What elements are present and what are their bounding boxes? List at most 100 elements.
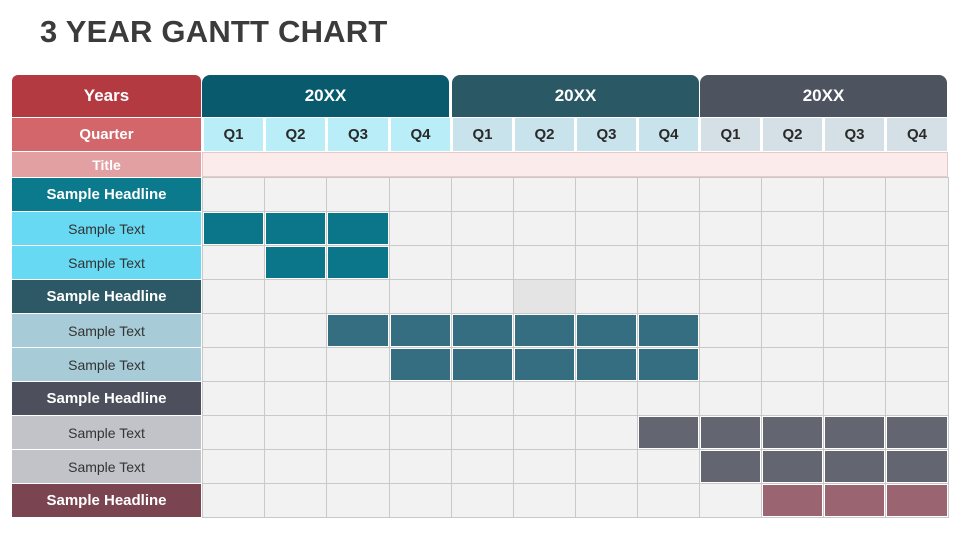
grid-cell: [699, 381, 762, 416]
grid-cell: [389, 177, 452, 212]
grid-cell: [823, 279, 886, 314]
grid-cell: [202, 381, 265, 416]
year-header: 20XX: [202, 75, 449, 117]
grid-cell: [389, 381, 452, 416]
grid-cell: [885, 245, 949, 280]
grid-cell: [264, 449, 327, 484]
year-header: 20XX: [452, 75, 699, 117]
grid-cell: [575, 177, 638, 212]
grid-cell: [637, 381, 700, 416]
grid-cell: [389, 211, 452, 246]
grid-cell: [264, 483, 327, 518]
gantt-bar: [638, 348, 699, 381]
grid-cell: [637, 177, 700, 212]
grid-cell: [513, 449, 576, 484]
grid-cell: [326, 381, 390, 416]
grid-cell: [326, 177, 390, 212]
grid-cell: [451, 415, 514, 450]
grid-cell: [761, 347, 824, 382]
grid-cell: [761, 245, 824, 280]
grid-cell: [885, 313, 949, 348]
grid-cell: [575, 483, 638, 518]
gantt-bar: [700, 450, 761, 483]
grid-cell: [264, 313, 327, 348]
grid-cell: [202, 449, 265, 484]
quarter-cell: Q1: [203, 118, 263, 151]
gantt-bar: [700, 416, 761, 449]
grid-cell: [637, 483, 700, 518]
gantt-bar: [265, 246, 326, 279]
row-label: Sample Text: [12, 449, 201, 483]
grid-cell: [637, 245, 700, 280]
quarter-cell: Q4: [390, 118, 450, 151]
grid-cell: [761, 279, 824, 314]
grid-cell: [513, 279, 576, 314]
grid-cell: [264, 381, 327, 416]
gantt-bar: [886, 450, 948, 483]
grid-cell: [389, 483, 452, 518]
grid-cell: [513, 415, 576, 450]
grid-cell: [575, 381, 638, 416]
grid-cell: [451, 449, 514, 484]
quarter-cell: Q1: [700, 118, 760, 151]
grid-cell: [202, 245, 265, 280]
row-label: Sample Text: [12, 347, 201, 381]
grid-cell: [761, 381, 824, 416]
year-header: 20XX: [700, 75, 947, 117]
grid-cell: [761, 177, 824, 212]
gantt-bar: [886, 484, 948, 517]
quarter-cell: Q3: [327, 118, 388, 151]
grid-cell: [575, 279, 638, 314]
grid-cell: [823, 211, 886, 246]
gantt-bar: [576, 314, 637, 347]
grid-cell: [575, 415, 638, 450]
grid-cell: [264, 177, 327, 212]
quarter-cell: Q2: [265, 118, 325, 151]
grid-cell: [699, 245, 762, 280]
grid-cell: [637, 211, 700, 246]
grid-cell: [202, 347, 265, 382]
grid-cell: [389, 415, 452, 450]
quarter-cell: Q4: [638, 118, 698, 151]
gantt-bar: [327, 212, 389, 245]
grid-cell: [202, 415, 265, 450]
gantt-bar: [576, 348, 637, 381]
grid-cell: [451, 483, 514, 518]
gantt-bar: [824, 450, 885, 483]
grid-cell: [451, 177, 514, 212]
gantt-bar: [762, 484, 823, 517]
grid-cell: [761, 313, 824, 348]
gantt-bar: [452, 314, 513, 347]
grid-cell: [264, 415, 327, 450]
gantt-bar: [390, 348, 451, 381]
grid-cell: [326, 415, 390, 450]
quarter-cell: Q4: [886, 118, 947, 151]
grid-cell: [202, 177, 265, 212]
grid-cell: [699, 313, 762, 348]
page-title: 3 YEAR GANTT CHART: [40, 14, 388, 49]
grid-cell: [202, 279, 265, 314]
grid-cell: [326, 483, 390, 518]
gantt-bar: [886, 416, 948, 449]
grid-cell: [885, 211, 949, 246]
grid-cell: [761, 211, 824, 246]
grid-cell: [699, 279, 762, 314]
grid-cell: [513, 245, 576, 280]
grid-cell: [451, 279, 514, 314]
grid-cell: [389, 449, 452, 484]
grid-cell: [885, 381, 949, 416]
grid-cell: [326, 449, 390, 484]
grid-cell: [823, 347, 886, 382]
grid-cell: [264, 279, 327, 314]
gantt-bar: [638, 416, 699, 449]
gantt-bar: [390, 314, 451, 347]
title-row-cells: [202, 152, 948, 177]
grid-cell: [389, 245, 452, 280]
gantt-bar: [824, 484, 885, 517]
grid-cell: [699, 211, 762, 246]
grid-cell: [823, 381, 886, 416]
grid-cell: [264, 347, 327, 382]
grid-cell: [451, 381, 514, 416]
grid-cell: [699, 347, 762, 382]
grid-cell: [202, 313, 265, 348]
